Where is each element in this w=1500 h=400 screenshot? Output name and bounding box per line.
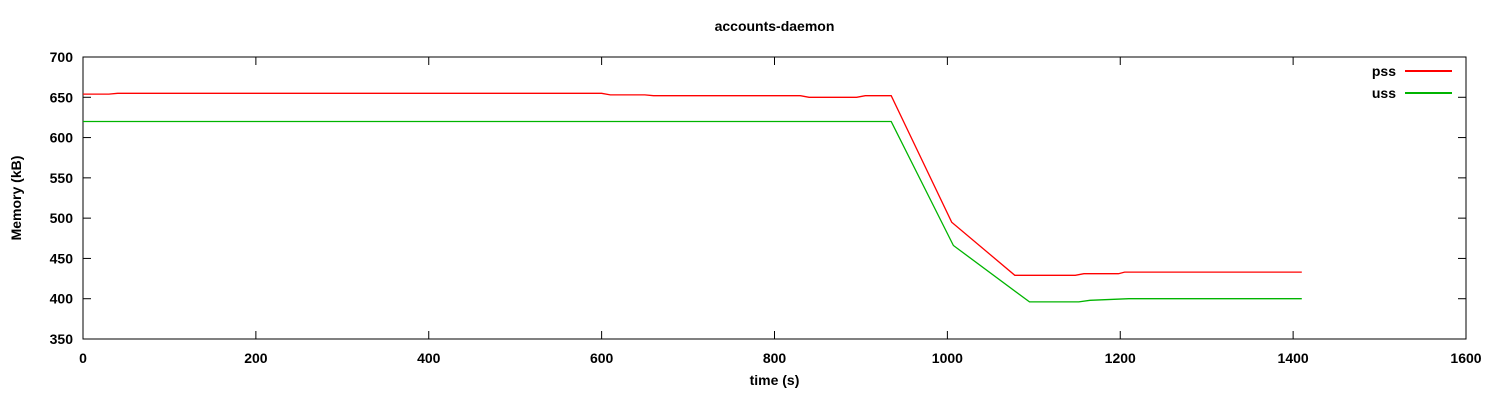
legend-line-sample-uss: [1405, 92, 1452, 94]
x-tick-label: 600: [590, 350, 614, 366]
legend-line-sample-pss: [1405, 70, 1452, 72]
y-tick-label: 450: [50, 250, 74, 266]
x-tick-label: 1400: [1278, 350, 1309, 366]
x-tick-label: 200: [244, 350, 268, 366]
y-tick-label: 700: [50, 49, 74, 65]
x-tick-label: 1600: [1450, 350, 1481, 366]
legend-label-uss: uss: [1371, 85, 1396, 101]
plot-border: [82, 56, 1467, 340]
x-tick-label: 1200: [1105, 350, 1136, 366]
y-tick-label: 550: [50, 170, 74, 186]
x-tick-label: 1000: [932, 350, 963, 366]
x-tick-label: 0: [79, 350, 87, 366]
legend: pss uss: [1372, 62, 1452, 102]
y-tick-label: 350: [50, 331, 74, 347]
x-axis-label: time (s): [749, 372, 800, 388]
legend-item-pss: pss: [1372, 62, 1452, 80]
legend-item-uss: uss: [1372, 84, 1452, 102]
y-axis-label: Memory (kB): [8, 155, 24, 241]
y-tick-label: 650: [50, 89, 74, 105]
x-tick-label: 400: [417, 350, 441, 366]
legend-label-pss: pss: [1371, 63, 1396, 79]
x-tick-label: 800: [763, 350, 787, 366]
series-line-pss: [83, 92, 1302, 276]
series-line-uss: [83, 120, 1302, 303]
y-tick-label: 500: [50, 210, 74, 226]
y-tick-label: 400: [50, 291, 74, 307]
chart-title: accounts-daemon: [714, 18, 835, 34]
y-tick-label: 600: [50, 130, 74, 146]
